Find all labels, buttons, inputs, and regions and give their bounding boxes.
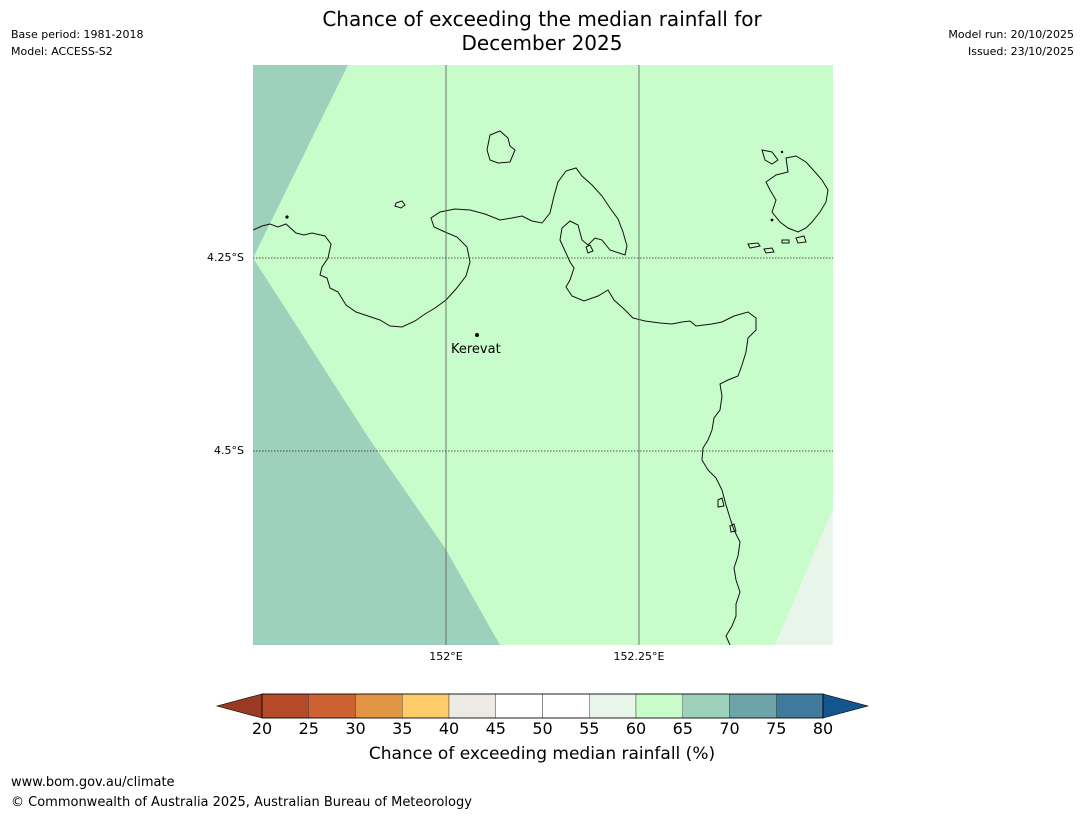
place-label-kerevat: Kerevat <box>451 342 501 357</box>
colorbar-segment <box>355 693 403 719</box>
colorbar-segment <box>261 693 309 719</box>
colorbar-segment <box>495 693 543 719</box>
model-text: Model: ACCESS-S2 <box>11 45 113 58</box>
colorbar-tick-label: 50 <box>532 719 553 738</box>
colorbar-tick-label: 45 <box>485 719 506 738</box>
colorbar-segment <box>542 693 590 719</box>
lat-label-4-25s: 4.25°S <box>207 251 244 264</box>
zone-65-70-lower <box>253 258 500 645</box>
issued-text: Issued: 23/10/2025 <box>967 45 1074 58</box>
coastline <box>253 130 829 645</box>
title-line-2: December 2025 <box>461 31 623 55</box>
small-island-1 <box>285 215 289 219</box>
colorbar-extend-high <box>822 693 870 719</box>
colorbar-tick-label: 25 <box>298 719 319 738</box>
colorbar-tick-label: 70 <box>719 719 740 738</box>
base-period-text: Base period: 1981-2018 <box>11 28 144 41</box>
colorbar-tick-label: 20 <box>251 719 273 738</box>
title-line-1: Chance of exceeding the median rainfall … <box>322 7 762 31</box>
colorbar-tick-label: 60 <box>625 719 647 738</box>
colorbar-segment <box>308 693 356 719</box>
model-run-text: Model run: 20/10/2025 <box>948 28 1074 41</box>
colorbar-label: Chance of exceeding median rainfall (%) <box>368 744 716 764</box>
zone-55-60 <box>775 508 833 645</box>
footer-url[interactable]: www.bom.gov.au/climate <box>11 775 175 790</box>
colorbar-tick-label: 55 <box>579 719 600 738</box>
lon-label-152e: 152°E <box>429 650 463 663</box>
colorbar-segment <box>589 693 637 719</box>
colorbar-segment <box>776 693 824 719</box>
lon-label-152-25e: 152.25°E <box>613 650 665 663</box>
colorbar-tick-label: 65 <box>672 719 693 738</box>
colorbar-segment <box>729 693 777 719</box>
colorbar-segment <box>402 693 450 719</box>
colorbar-segments <box>215 693 870 719</box>
colorbar-segment <box>448 693 496 719</box>
lat-label-4-5s: 4.5°S <box>214 444 244 457</box>
colorbar-tick-label: 30 <box>345 719 366 738</box>
colorbar-tick-label: 40 <box>438 719 460 738</box>
colorbar-extend-low <box>215 693 263 719</box>
zone-65-70-upper <box>253 65 348 258</box>
kerevat-marker <box>475 333 479 337</box>
metadata-left: Base period: 1981-2018 Model: ACCESS-S2 <box>11 26 143 60</box>
colorbar-segment <box>635 693 683 719</box>
small-island-3 <box>770 218 774 222</box>
colorbar-tick-label: 35 <box>392 719 413 738</box>
colorbar-outline <box>261 693 824 719</box>
map-title: Chance of exceeding the median rainfall … <box>192 7 892 55</box>
footer-copyright: © Commonwealth of Australia 2025, Austra… <box>11 795 472 810</box>
colorbar-tick-label: 80 <box>812 719 834 738</box>
colorbar-segment <box>682 693 730 719</box>
metadata-right: Model run: 20/10/2025 Issued: 23/10/2025 <box>948 26 1074 60</box>
colorbar-tick-label: 75 <box>766 719 787 738</box>
small-island-2 <box>780 150 784 154</box>
